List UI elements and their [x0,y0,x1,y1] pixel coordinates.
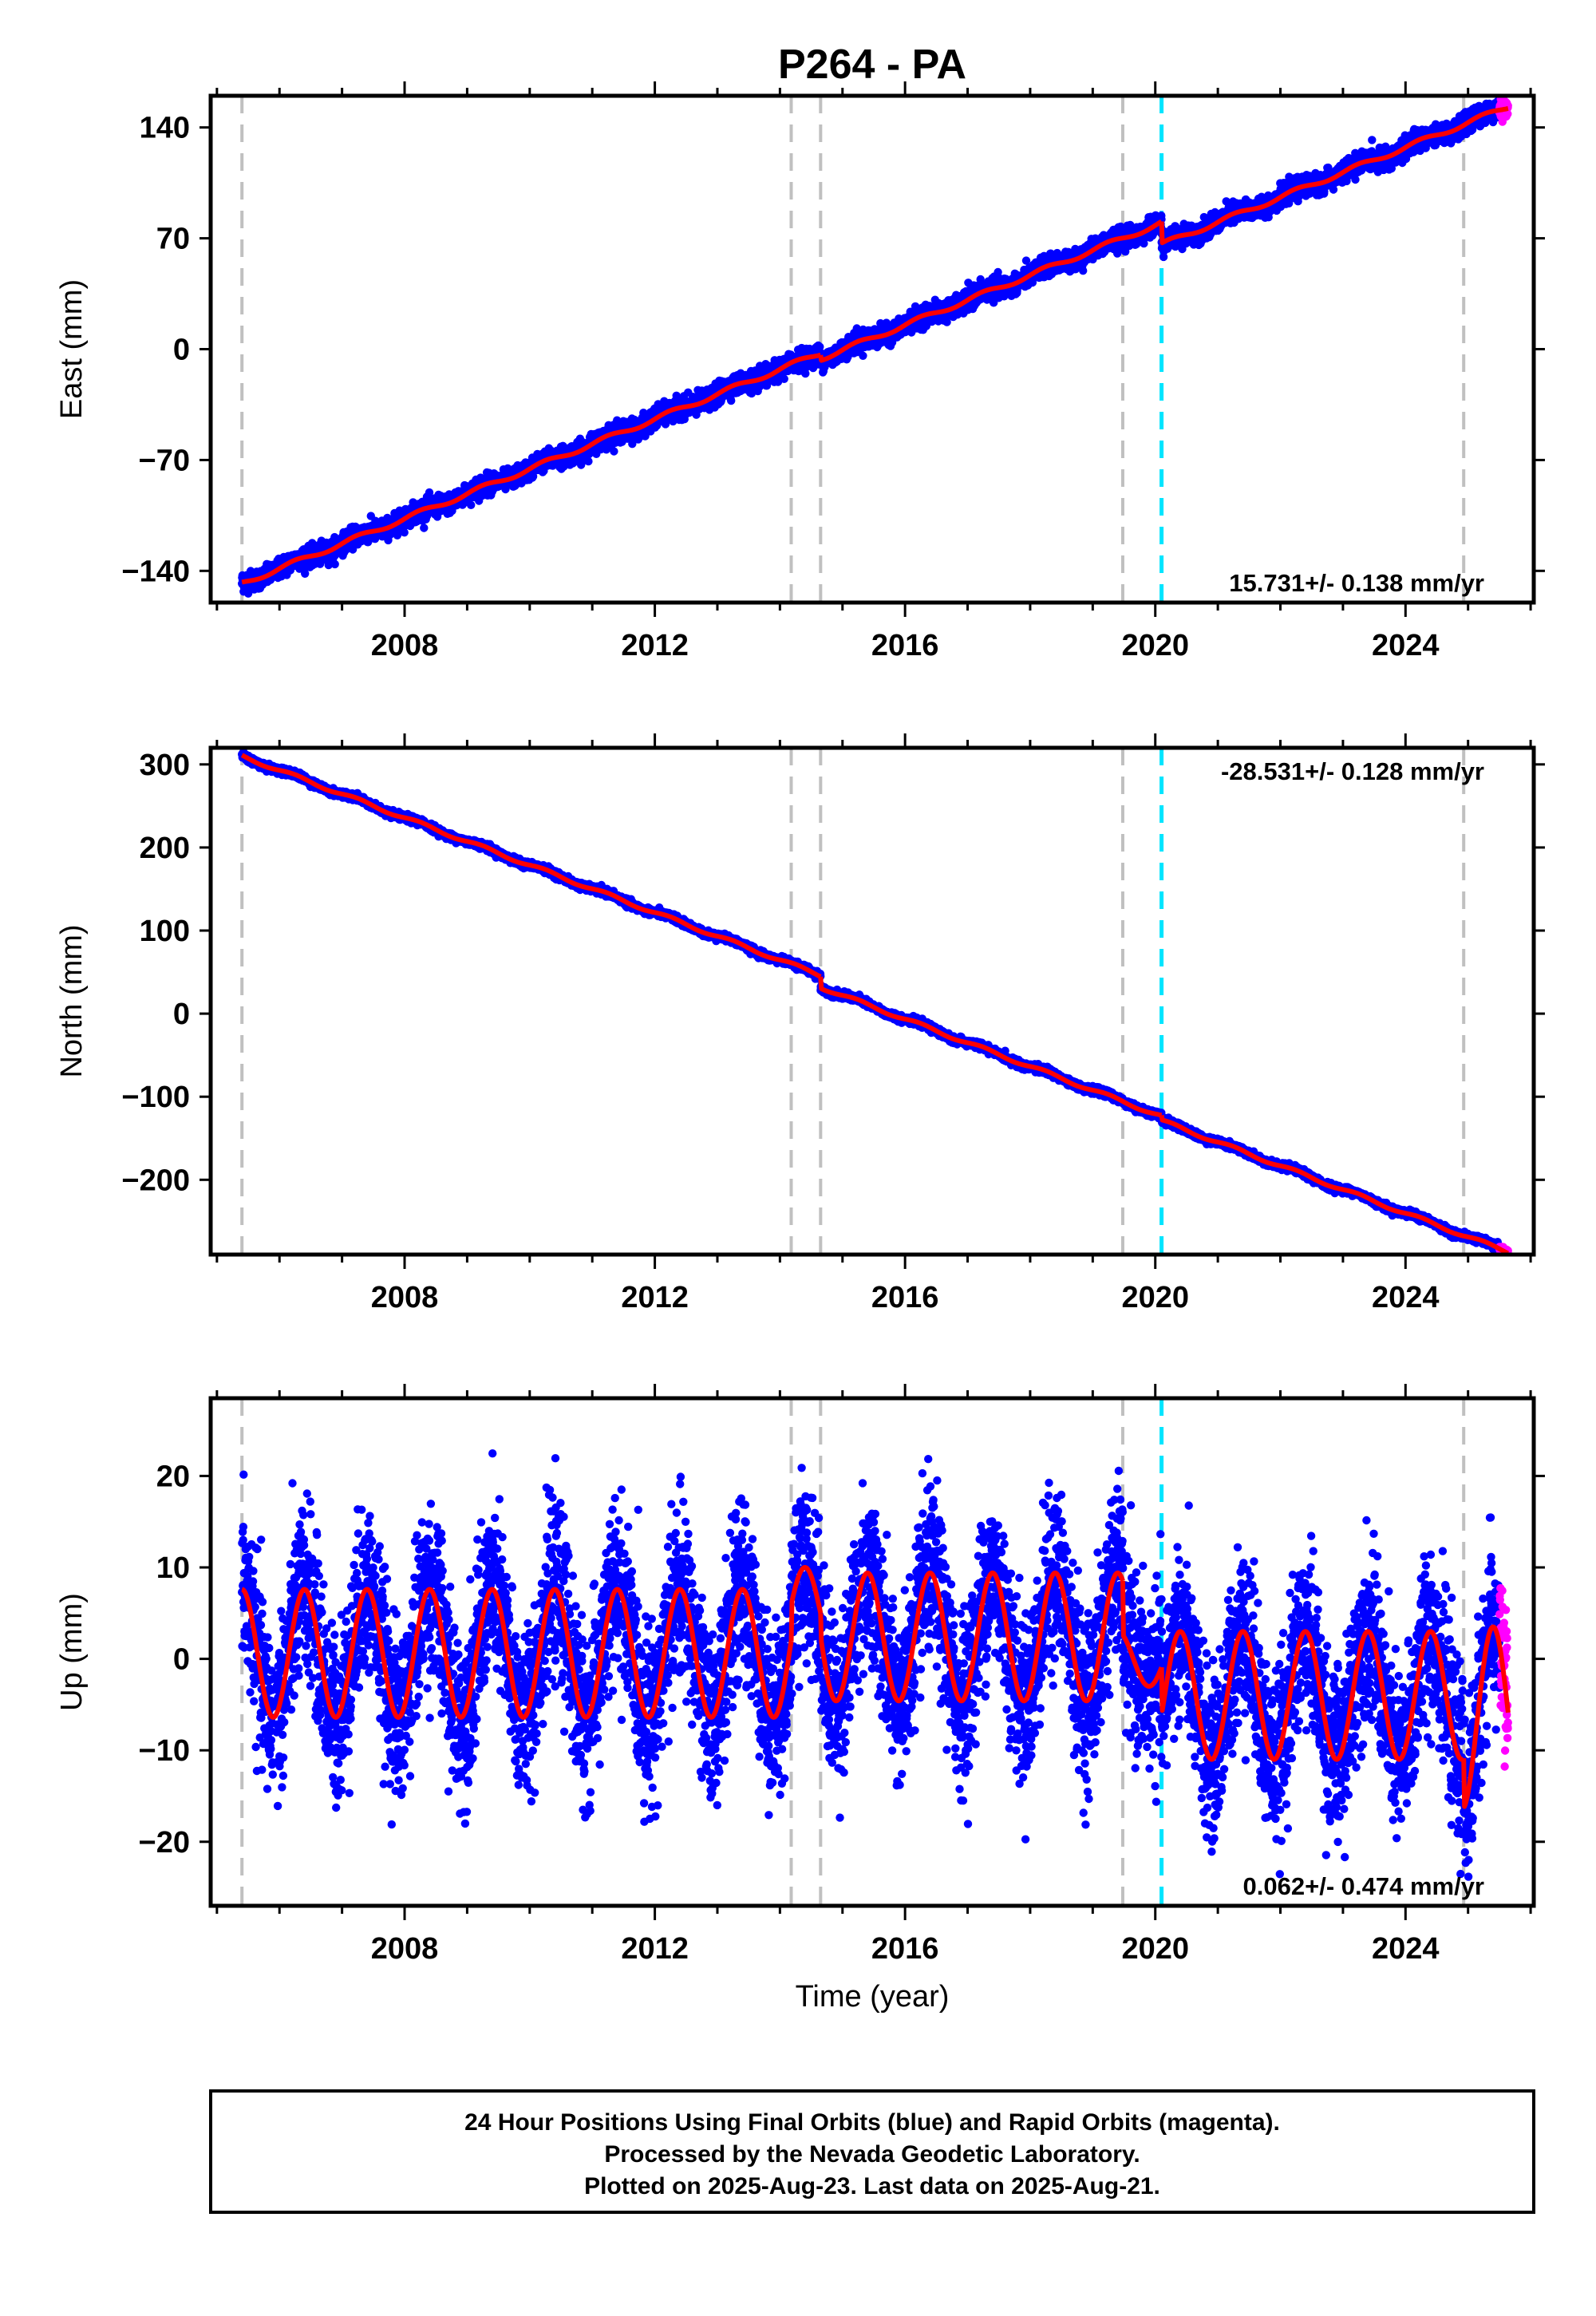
east-observations [238,96,1512,598]
final-orbit-point [727,396,736,405]
final-orbit-point [584,456,593,466]
final-orbit-point [610,447,618,456]
final-orbit-point [301,569,310,578]
final-orbit-point [859,351,867,360]
final-orbit-point [330,559,339,569]
final-orbit-point [1021,256,1031,265]
final-orbit-point [425,488,434,497]
final-orbit-point [467,500,476,509]
final-orbit-point [400,528,409,537]
chart-title: P264 - PA [778,41,966,88]
east-plot-area [238,96,1512,603]
final-orbit-point [420,524,429,532]
final-orbit-point [393,531,402,539]
final-orbit-point [780,374,788,383]
final-orbit-point [1079,267,1088,275]
final-orbit-point [324,560,333,570]
